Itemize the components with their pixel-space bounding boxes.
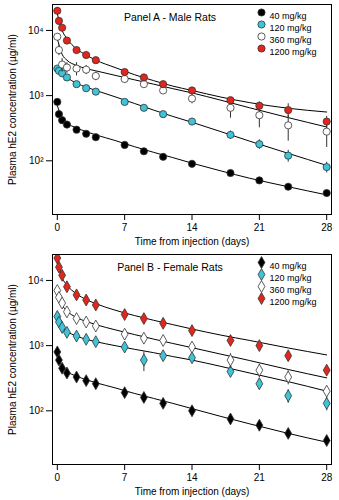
svg-text:Panel B - Female Rats: Panel B - Female Rats	[117, 261, 223, 273]
svg-text:10⁴: 10⁴	[28, 25, 43, 36]
svg-text:7: 7	[122, 222, 128, 233]
svg-text:Plasma hE2 concentration (µg/m: Plasma hE2 concentration (µg/ml)	[7, 34, 18, 185]
svg-text:10³: 10³	[29, 340, 44, 351]
svg-text:21: 21	[254, 472, 266, 483]
svg-text:0: 0	[55, 472, 61, 483]
svg-text:120 mg/kg: 120 mg/kg	[270, 23, 312, 33]
svg-text:21: 21	[254, 222, 266, 233]
svg-text:28: 28	[321, 222, 333, 233]
svg-text:360 mg/kg: 360 mg/kg	[270, 285, 312, 295]
svg-text:Time from injection (days): Time from injection (days)	[135, 486, 250, 497]
svg-text:120 mg/kg: 120 mg/kg	[270, 273, 312, 283]
svg-text:28: 28	[321, 472, 333, 483]
svg-text:14: 14	[186, 222, 198, 233]
svg-text:Plasma hE2 concentration (µg/m: Plasma hE2 concentration (µg/ml)	[7, 284, 18, 435]
svg-text:14: 14	[186, 472, 198, 483]
svg-text:40 mg/kg: 40 mg/kg	[270, 261, 307, 271]
svg-text:10⁴: 10⁴	[28, 275, 43, 286]
svg-text:1200 mg/kg: 1200 mg/kg	[270, 47, 317, 57]
svg-text:Panel A - Male Rats: Panel A - Male Rats	[124, 11, 216, 23]
svg-text:7: 7	[122, 472, 128, 483]
svg-text:360 mg/kg: 360 mg/kg	[270, 35, 312, 45]
svg-text:0: 0	[55, 222, 61, 233]
svg-text:1200 mg/kg: 1200 mg/kg	[270, 297, 317, 307]
svg-text:10³: 10³	[29, 90, 44, 101]
svg-text:Time from injection (days): Time from injection (days)	[135, 236, 250, 247]
svg-text:10²: 10²	[29, 405, 44, 416]
svg-text:40 mg/kg: 40 mg/kg	[270, 11, 307, 21]
svg-text:10²: 10²	[29, 155, 44, 166]
